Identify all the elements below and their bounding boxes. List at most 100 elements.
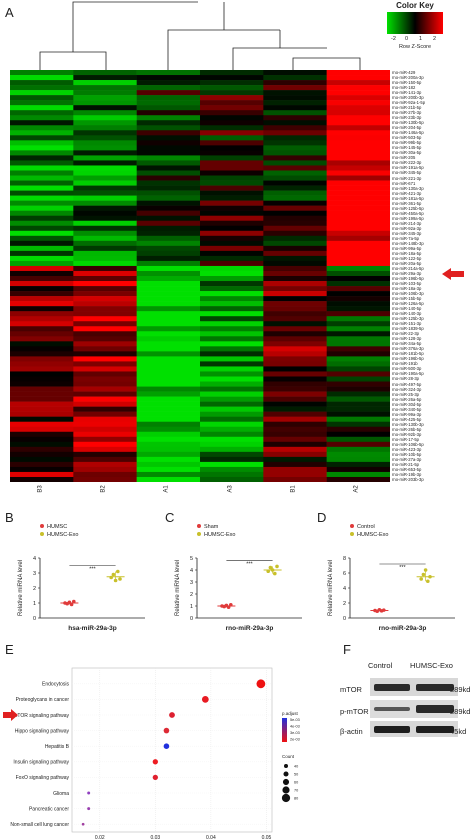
heatmap-cell (73, 225, 137, 232)
heatmap-cell (73, 451, 137, 458)
heatmap-cell (136, 356, 201, 362)
heatmap-cell (263, 190, 327, 196)
heatmap-row-label: rno-miR-140-5p (392, 306, 422, 312)
heatmap-cell (136, 326, 201, 332)
heatmap-cell (136, 210, 201, 216)
heatmap-cell (73, 446, 137, 453)
heatmap-cell (10, 291, 74, 297)
heatmap-cell (326, 311, 390, 317)
y-tick-label: 6 (343, 571, 346, 577)
heatmap-cell (200, 276, 264, 282)
heatmap-cell (263, 276, 327, 282)
heatmap-row-label: rno-miR-222-3p (392, 160, 422, 166)
color-key-title: Color Key (396, 1, 434, 10)
heatmap-row-label: rno-miR-17-5p (392, 436, 419, 442)
heatmap-cell (326, 190, 390, 196)
heatmap-cell (200, 451, 264, 458)
significance-label: *** (246, 561, 253, 567)
heatmap-cell (200, 446, 264, 453)
heatmap-cell (326, 426, 390, 433)
heatmap-row-label: rno-miR-361-5p (392, 200, 422, 206)
heatmap-cell (136, 421, 201, 428)
count-legend-title: Count (282, 754, 295, 759)
heatmap-cell (263, 185, 327, 191)
heatmap-cell (200, 426, 264, 433)
heatmap-cell (136, 276, 201, 282)
heatmap-row-label: rno-miR-205 (392, 155, 416, 161)
heatmap-cell (73, 401, 137, 407)
heatmap-row-label: rno-miR-18a-5p (392, 250, 422, 256)
heatmap-row-label: rno-miR-214-3p (392, 220, 422, 226)
heatmap-cell (263, 326, 327, 332)
heatmap-cell (200, 205, 264, 211)
heatmap-cell (326, 75, 390, 81)
heatmap-cell (73, 190, 137, 196)
heatmap-row-label: rno-miR-145-5p (392, 145, 422, 151)
heatmap-cell (326, 316, 390, 322)
x-tick-label: 0.04 (206, 835, 216, 840)
heatmap-cell (263, 210, 327, 216)
legend-label: Sham (204, 524, 219, 530)
heatmap-cell (263, 235, 327, 242)
heatmap-row-label: rno-miR-130a-3p (392, 185, 424, 191)
heatmap-row-label: rno-miR-15b-5p (392, 296, 422, 302)
heatmap-cell (326, 361, 390, 367)
heatmap-column-label: A2 (353, 485, 360, 493)
heatmap-cell (263, 331, 327, 337)
heatmap-cell (73, 366, 137, 372)
heatmap-cell (136, 155, 201, 161)
y-axis-label: Relative miRNA level (175, 560, 181, 616)
significance-label: *** (89, 567, 96, 573)
count-legend-value: 40 (294, 765, 298, 769)
pathway-dot (152, 774, 158, 781)
heatmap-row-label: rno-miR-26b-5p (392, 426, 422, 432)
heatmap-cell (326, 120, 390, 126)
heatmap-cell (263, 70, 327, 76)
heatmap-cell (263, 85, 327, 91)
heatmap-cell (10, 376, 74, 382)
heatmap-cell (136, 75, 201, 81)
heatmap-cell (200, 331, 264, 337)
heatmap-cell (136, 411, 201, 417)
heatmap-cell (200, 125, 264, 131)
heatmap-cell (10, 451, 74, 458)
heatmap-cell (73, 120, 137, 126)
heatmap-cell (136, 185, 201, 191)
padjust-legend-value: 5e-03 (290, 718, 300, 722)
heatmap-row-label: rno-miR-324-3p (392, 386, 422, 392)
heatmap-cell (326, 175, 390, 181)
heatmap-cell (200, 456, 264, 463)
heatmap-cell (136, 431, 201, 438)
heatmap-cell (263, 376, 327, 382)
heatmap-cell (136, 245, 201, 252)
heatmap-cell (136, 321, 201, 327)
heatmap-cell (73, 386, 137, 392)
y-tick-label: 0 (190, 616, 193, 622)
heatmap-cell (10, 70, 74, 76)
heatmap-cell (200, 361, 264, 367)
heatmap-cell (136, 175, 201, 181)
heatmap-cell (136, 301, 201, 307)
heatmap-cell (200, 291, 264, 297)
heatmap-cell (73, 396, 137, 402)
data-point (109, 575, 113, 580)
heatmap-cell (10, 135, 74, 141)
heatmap-cell (263, 301, 327, 307)
heatmap-cell (136, 346, 201, 352)
heatmap-cell (326, 185, 390, 191)
legend-marker (40, 532, 44, 536)
heatmap-cell (263, 461, 327, 468)
heatmap-cell (73, 296, 137, 302)
heatmap-cell (73, 321, 137, 327)
heatmap-cell (200, 476, 264, 482)
y-tick-label: 3 (190, 580, 193, 586)
heatmap-cell (136, 130, 201, 136)
heatmap-row-label: rno-miR-92a-3p (392, 225, 422, 231)
heatmap-cell (136, 250, 201, 257)
data-point (69, 602, 74, 607)
heatmap-column-labels: B3 B2 A1 A3 B1 A2 (10, 484, 390, 498)
x-axis-label: hsa-miR-29a-3p (68, 625, 116, 632)
heatmap-cell (136, 105, 201, 111)
y-tick-label: 8 (343, 556, 346, 562)
heatmap-column-label: B2 (100, 485, 107, 493)
